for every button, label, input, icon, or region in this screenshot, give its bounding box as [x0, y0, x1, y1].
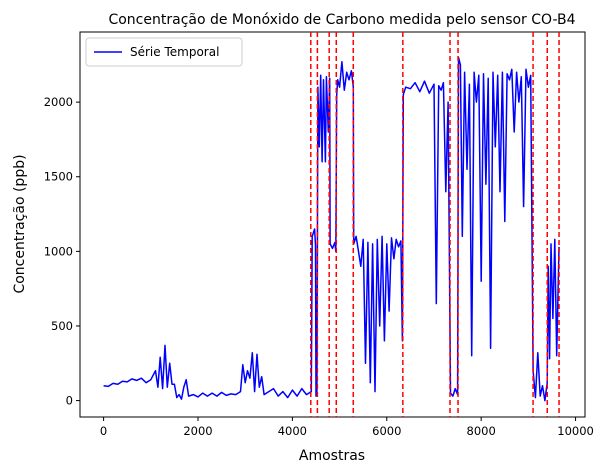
- x-tick-label: 6000: [372, 424, 401, 438]
- x-tick-label: 0: [100, 424, 107, 438]
- series-layer: [103, 56, 560, 402]
- x-tick-label: 8000: [467, 424, 496, 438]
- plot-area: [79, 31, 586, 418]
- chart-title: Concentração de Monóxido de Carbono medi…: [108, 12, 575, 28]
- series-line-0: [103, 56, 560, 402]
- y-tick-label: 2000: [44, 95, 73, 109]
- y-tick-label: 0: [66, 394, 73, 408]
- legend-box: [85, 37, 243, 67]
- x-tick-label: 2000: [183, 424, 212, 438]
- y-tick-label: 1000: [44, 244, 73, 258]
- y-axis-ticks: 0 500 1000 1500 2000: [44, 95, 80, 408]
- legend: Série Temporal: [85, 37, 243, 67]
- y-tick-label: 500: [51, 319, 73, 333]
- legend-entry: Série Temporal: [130, 45, 219, 59]
- x-axis-ticks: 0 2000 4000 6000 8000 10000: [100, 417, 594, 438]
- vertical-lines: [310, 32, 560, 417]
- x-tick-label: 10000: [557, 424, 594, 438]
- y-tick-label: 1500: [44, 170, 73, 184]
- x-tick-label: 4000: [278, 424, 307, 438]
- x-axis-label: Amostras: [299, 448, 365, 464]
- axes-frame: [80, 32, 585, 417]
- y-axis-label: Concentração (ppb): [12, 154, 28, 293]
- axes-border: [79, 31, 586, 418]
